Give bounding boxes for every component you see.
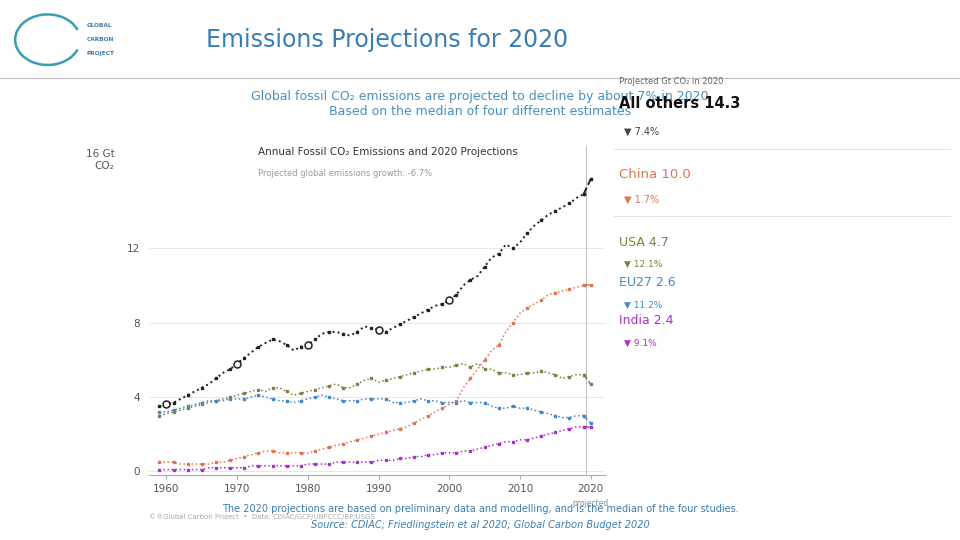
Text: Global fossil CO₂ emissions are projected to decline by about 7% in 2020: Global fossil CO₂ emissions are projecte…: [252, 90, 708, 103]
Text: ▼ 7.4%: ▼ 7.4%: [624, 127, 660, 137]
Text: ▼ 11.2%: ▼ 11.2%: [624, 301, 662, 310]
Text: All others 14.3: All others 14.3: [619, 96, 740, 111]
Text: Projected Gt CO₂ in 2020: Projected Gt CO₂ in 2020: [619, 77, 724, 86]
Text: USA 4.7: USA 4.7: [619, 235, 669, 249]
Text: ▼ 12.1%: ▼ 12.1%: [624, 260, 662, 269]
Text: EU27 2.6: EU27 2.6: [619, 276, 676, 289]
Text: Annual Fossil CO₂ Emissions and 2020 Projections: Annual Fossil CO₂ Emissions and 2020 Pro…: [258, 147, 518, 158]
Text: CARBON: CARBON: [86, 37, 113, 42]
Text: PROJECT: PROJECT: [86, 51, 114, 56]
Text: projected: projected: [572, 500, 609, 508]
Text: Emissions Projections for 2020: Emissions Projections for 2020: [206, 29, 568, 52]
Text: India 2.4: India 2.4: [619, 314, 674, 327]
Text: Projected global emissions growth: -6.7%: Projected global emissions growth: -6.7%: [258, 169, 432, 178]
Text: ©®Global Carbon Project  •  Data: CDIAC/GCP/UNFCCC/BP/USGS: ©®Global Carbon Project • Data: CDIAC/GC…: [149, 513, 374, 520]
Text: ▼ 9.1%: ▼ 9.1%: [624, 339, 657, 348]
Text: China 10.0: China 10.0: [619, 168, 691, 181]
Text: ▼ 1.7%: ▼ 1.7%: [624, 194, 660, 205]
Text: Source: CDIAC; Friedlingstein et al 2020; Global Carbon Budget 2020: Source: CDIAC; Friedlingstein et al 2020…: [311, 521, 649, 530]
Text: Based on the median of four different estimates: Based on the median of four different es…: [329, 105, 631, 118]
Text: The 2020 projections are based on preliminary data and modelling, and is the med: The 2020 projections are based on prelim…: [222, 504, 738, 514]
Text: GLOBAL: GLOBAL: [86, 23, 111, 28]
Text: 16 Gt
CO₂: 16 Gt CO₂: [85, 149, 114, 172]
